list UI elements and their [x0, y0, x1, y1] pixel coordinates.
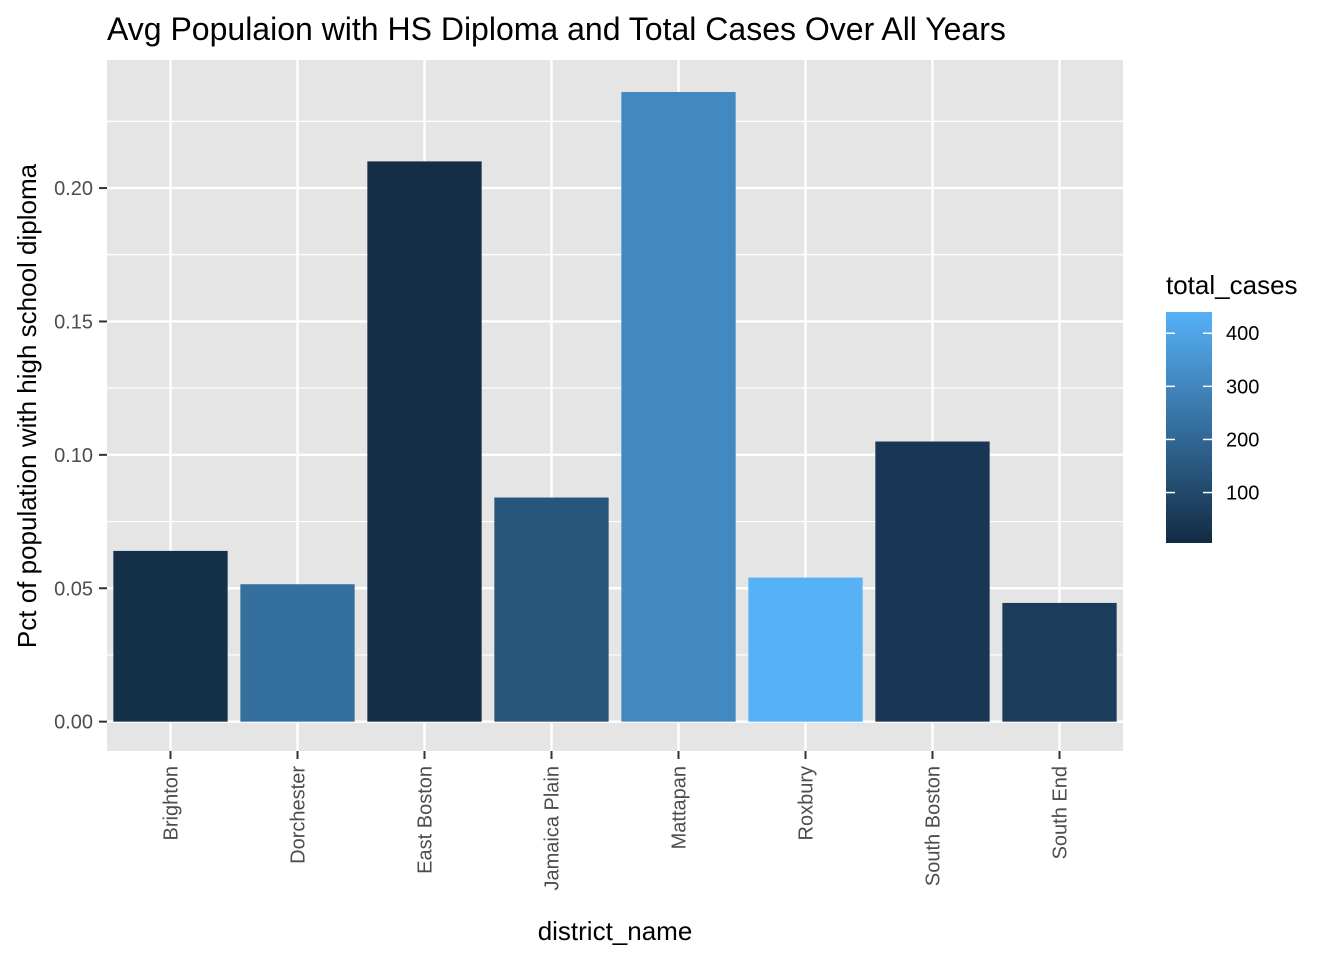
x-tick-label: Jamaica Plain: [542, 766, 564, 891]
x-tick-label: Dorchester: [288, 766, 310, 864]
x-tick-label: Mattapan: [669, 766, 691, 849]
axes-group: 0.00 0.05 0.10 0.15 0.20 Brighton Dorchester Ea…: [54, 178, 1071, 890]
legend-tick-label: 300: [1226, 376, 1259, 398]
y-tick-label: 0.05: [54, 578, 93, 600]
bar: [1002, 602, 1117, 722]
y-tick-label: 0.20: [54, 178, 93, 200]
y-axis-title: Pct of population with high school diplo…: [12, 163, 42, 648]
bar: [367, 161, 482, 722]
bar: [875, 441, 990, 722]
color-legend: total_cases 100 200 300 400: [1166, 270, 1298, 543]
bar: [240, 584, 355, 722]
legend-title: total_cases: [1166, 270, 1298, 300]
bar: [621, 92, 736, 722]
x-tick-label: Roxbury: [796, 766, 818, 840]
y-tick-label: 0.00: [54, 712, 93, 734]
bar: [494, 497, 609, 722]
bar: [113, 550, 228, 722]
legend-tick-label: 100: [1226, 483, 1259, 505]
legend-tick-label: 400: [1226, 323, 1259, 345]
x-tick-label: Brighton: [161, 766, 183, 841]
x-tick-label: East Boston: [415, 766, 437, 874]
bar: [748, 577, 863, 722]
legend-colorbar: [1166, 312, 1212, 543]
x-tick-label: South Boston: [923, 766, 945, 886]
legend-tick-label: 200: [1226, 429, 1259, 451]
y-tick-label: 0.10: [54, 445, 93, 467]
chart-title: Avg Populaion with HS Diploma and Total …: [107, 11, 1006, 47]
y-tick-label: 0.15: [54, 311, 93, 333]
x-tick-label: South End: [1050, 766, 1072, 859]
bars-group: [113, 92, 1117, 722]
x-axis-title: district_name: [538, 916, 693, 946]
